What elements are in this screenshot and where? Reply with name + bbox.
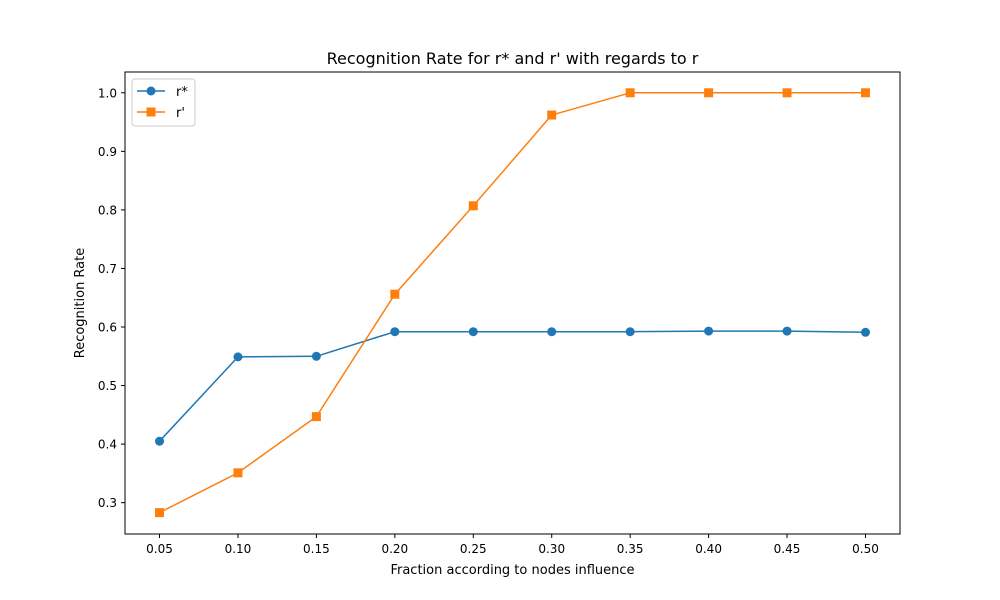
legend: r* r' [131, 78, 196, 127]
data-point-r-prime [155, 508, 165, 518]
x-tick-label: 0.25 [460, 542, 487, 556]
data-point-r-star [311, 351, 321, 361]
x-tick-label: 0.30 [538, 542, 565, 556]
x-tick-label: 0.35 [617, 542, 644, 556]
y-tick-label: 0.6 [98, 321, 117, 335]
y-tick-label: 0.8 [98, 203, 117, 217]
x-axis: 0.05 0.10 0.15 0.20 0.25 0.30 0.35 0.40 0.45 0.50 [146, 534, 879, 556]
legend-marker-r-prime [146, 107, 156, 117]
data-point-r-prime [233, 468, 243, 478]
series-r-prime [155, 88, 870, 518]
series-layer [155, 88, 870, 518]
series-r-star [155, 326, 870, 446]
data-point-r-star [547, 327, 557, 337]
series-line-r-prime [159, 92, 866, 514]
data-point-r-star [782, 326, 792, 336]
y-tick-label: 0.5 [98, 379, 117, 393]
data-point-r-star [390, 327, 400, 337]
legend-label-r-prime: r' [176, 106, 185, 121]
x-tick-label: 0.50 [852, 542, 879, 556]
x-tick-label: 0.05 [146, 542, 173, 556]
data-point-r-prime [468, 201, 478, 211]
data-point-r-prime [704, 88, 714, 98]
x-axis-label: Fraction according to nodes influence [390, 563, 634, 578]
x-tick-label: 0.15 [303, 542, 330, 556]
x-tick-label: 0.40 [695, 542, 722, 556]
legend-marker-r-star [146, 86, 156, 96]
data-point-r-star [155, 436, 165, 446]
legend-label-r-star: r* [176, 85, 188, 100]
data-point-r-star [625, 327, 635, 337]
y-tick-label: 0.3 [98, 496, 117, 510]
data-point-r-prime [625, 88, 635, 98]
data-point-r-prime [860, 88, 870, 98]
data-point-r-prime [782, 88, 792, 98]
y-tick-label: 1.0 [98, 86, 117, 100]
data-point-r-star [468, 327, 478, 337]
y-tick-label: 0.9 [98, 145, 117, 159]
data-point-r-prime [547, 110, 557, 120]
x-tick-label: 0.10 [225, 542, 252, 556]
y-axis-label: Recognition Rate [73, 248, 88, 359]
chart-title: Recognition Rate for r* and r' with rega… [327, 49, 699, 68]
x-tick-label: 0.45 [774, 542, 801, 556]
plot-frame [124, 71, 901, 535]
x-tick-label: 0.20 [381, 542, 408, 556]
data-point-r-star [233, 352, 243, 362]
y-tick-label: 0.7 [98, 262, 117, 276]
y-tick-label: 0.4 [98, 438, 117, 452]
data-point-r-prime [311, 412, 321, 422]
data-point-r-star [860, 327, 870, 337]
y-axis: 0.3 0.4 0.5 0.6 0.7 0.8 0.9 1.0 [98, 86, 125, 510]
series-line-r-star [158, 330, 866, 442]
data-point-r-prime [390, 289, 400, 299]
data-point-r-star [704, 326, 714, 336]
